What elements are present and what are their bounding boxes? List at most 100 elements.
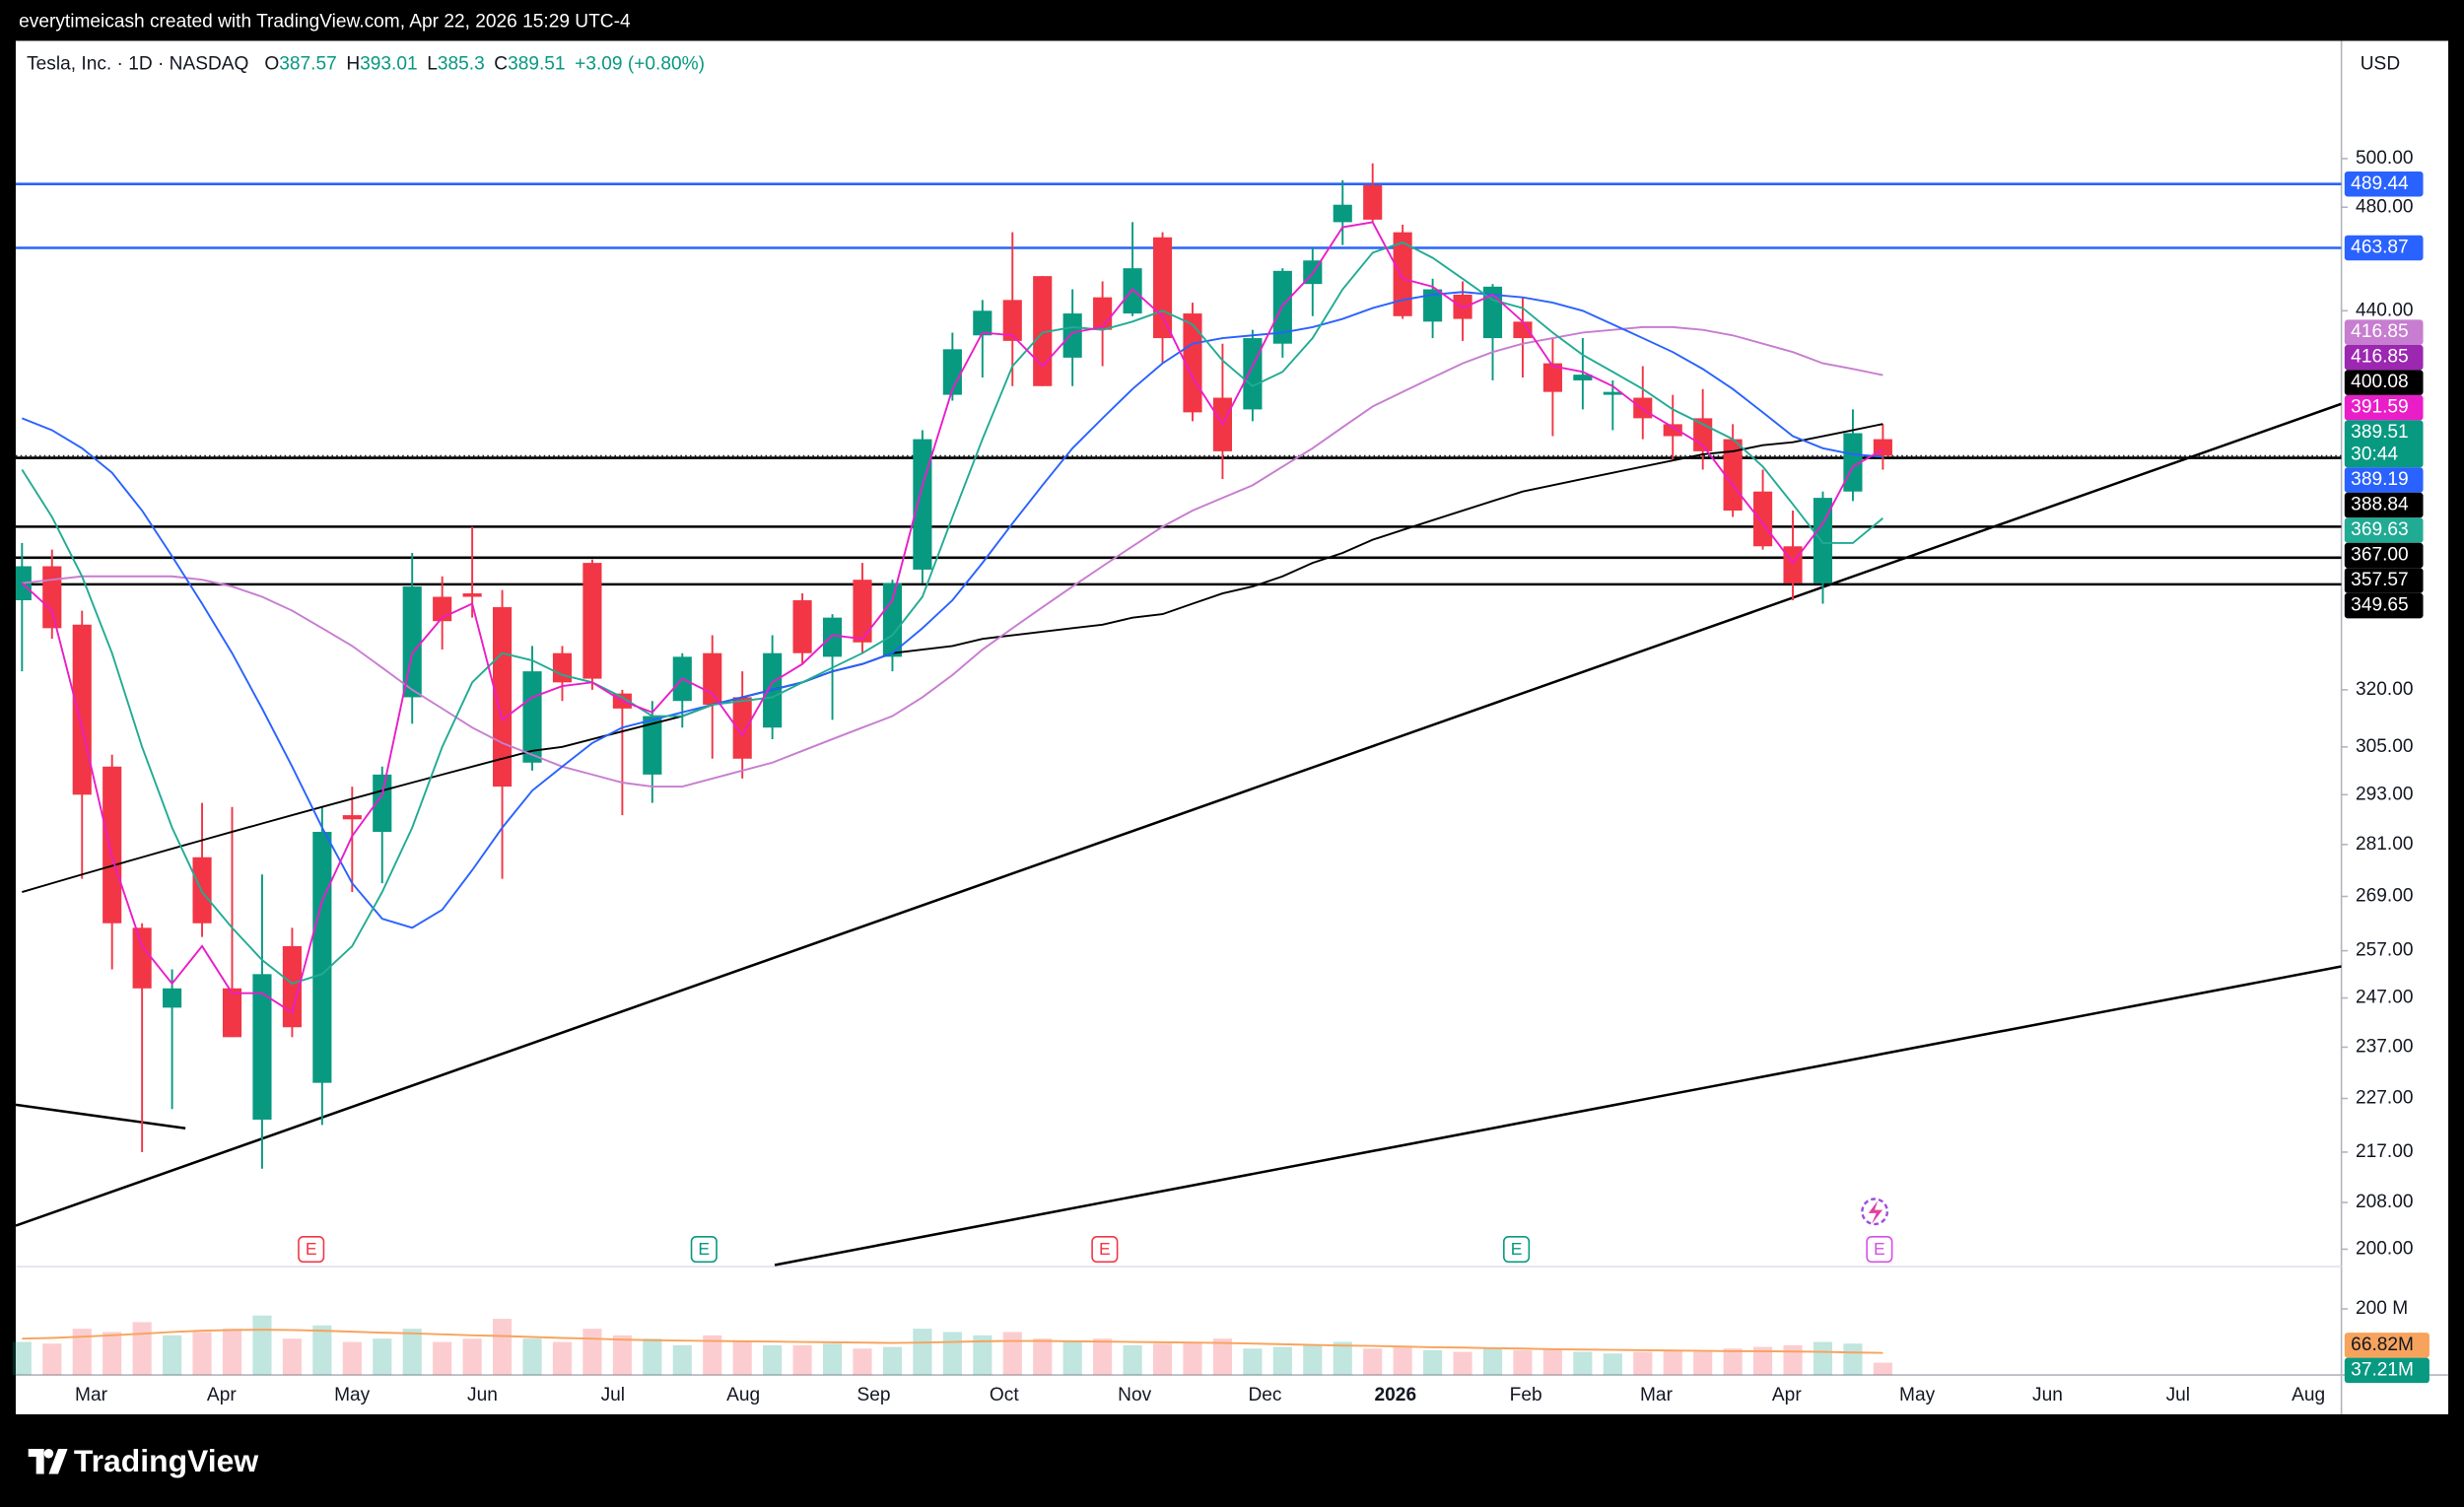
moving-average [21, 221, 1883, 1014]
moving-average [22, 423, 1883, 893]
earnings-marker[interactable] [298, 1235, 325, 1264]
volume-bar [103, 1332, 122, 1376]
y-tick-label: 293.00 [2356, 784, 2414, 804]
volume-bar [1033, 1338, 1053, 1376]
price-label: 416.85 [2351, 347, 2409, 368]
earnings-label: E [1099, 1239, 1111, 1259]
candle-body [913, 439, 932, 570]
price-label: 349.65 [2351, 595, 2409, 616]
volume-bar [1333, 1341, 1352, 1376]
event-bolt [1868, 1200, 1883, 1225]
volume-pane: 200 M 66.82M 37.21M [12, 1298, 2430, 1384]
moving-average [21, 240, 1883, 986]
earnings-marker[interactable] [1503, 1235, 1531, 1264]
candle-body [1423, 289, 1443, 322]
volume-bar [402, 1329, 422, 1376]
earnings-marker[interactable] [690, 1235, 718, 1264]
candle-body [1123, 268, 1142, 314]
x-tick-label: Jul [601, 1385, 625, 1405]
volume-bar [1152, 1343, 1173, 1376]
moving-average [21, 291, 1883, 929]
y-tick-label: 200.00 [2356, 1238, 2414, 1259]
candle-body [42, 566, 62, 629]
candle-body [853, 580, 872, 643]
y-tick-label: 480.00 [2356, 196, 2414, 217]
candle-body [132, 927, 152, 989]
candle-body [1002, 300, 1022, 341]
volume-bar [433, 1341, 452, 1376]
candle-body [222, 988, 242, 1038]
price-label: 416.85 [2351, 321, 2409, 342]
price-label-box [2344, 235, 2424, 261]
price-label: 389.19 [2351, 469, 2409, 490]
candle-body [1753, 491, 1773, 547]
candle-body [1093, 297, 1113, 330]
candle-body [1152, 237, 1173, 339]
price-label-box [2344, 592, 2424, 619]
volume-tick-label: 200 M [2356, 1298, 2408, 1319]
price-label: 388.84 [2351, 495, 2409, 515]
volume-bar [1423, 1349, 1443, 1376]
volume-label: 66.82M [2351, 1335, 2414, 1355]
candle-body [1393, 232, 1412, 316]
candle-body [163, 988, 182, 1008]
volume-bar [1212, 1338, 1232, 1376]
volume-bar [643, 1338, 662, 1376]
price-label: 463.87 [2351, 238, 2409, 258]
candle-body [462, 593, 482, 597]
x-tick-label: Sep [856, 1385, 890, 1405]
x-tick-label: 2026 [1375, 1385, 1417, 1405]
price-label-box [2344, 370, 2424, 395]
x-tick-label: Jul [2166, 1385, 2190, 1405]
volume-bar [1093, 1338, 1113, 1376]
volume-bar [1573, 1351, 1593, 1376]
earnings-label: E [1511, 1239, 1523, 1259]
volume-bar [132, 1322, 152, 1376]
volume-bar [732, 1341, 752, 1376]
y-tick-label: 208.00 [2356, 1192, 2414, 1212]
price-label-box [2344, 542, 2424, 569]
candle-body [252, 974, 272, 1120]
volume-bar [522, 1338, 542, 1376]
earnings-marker[interactable] [1866, 1235, 1893, 1264]
y-tick-label: 281.00 [2356, 834, 2414, 855]
volume-bar [763, 1344, 783, 1376]
candle-body [582, 563, 602, 679]
legend-text: Tesla, Inc. · 1D · NASDAQ O387.57 H393.01 L… [27, 53, 705, 74]
candle-body [72, 624, 92, 795]
currency: USD [2361, 53, 2400, 74]
candle-body [522, 671, 542, 763]
candle-body [1183, 313, 1202, 413]
volume-bar [1873, 1362, 1892, 1376]
candle-body [552, 652, 573, 683]
candle-body [1633, 397, 1653, 419]
y-tick-label: 257.00 [2356, 940, 2414, 961]
candle-body [402, 586, 422, 698]
y-tick-label: 269.00 [2356, 886, 2414, 907]
candle-body [1062, 313, 1082, 358]
price-labels: 489.44 463.87 416.85 416.85 400.08 391.59 389.… [2344, 171, 2424, 619]
price-label-box [2344, 394, 2424, 421]
volume-bar [1183, 1341, 1202, 1376]
earnings-label: E [1874, 1239, 1885, 1259]
volume-label-box [2344, 1357, 2430, 1384]
x-tick-label: Apr [207, 1385, 237, 1405]
volume-bar [1272, 1346, 1292, 1376]
volume-bar [1453, 1351, 1472, 1376]
logo-mark [28, 1449, 68, 1474]
volume-bar [1783, 1344, 1803, 1376]
earnings-marker[interactable] [1091, 1235, 1119, 1264]
y-tick-label: 247.00 [2356, 988, 2414, 1008]
candle-body [312, 831, 332, 1083]
price-label: 369.63 [2351, 519, 2409, 540]
price-label-box [2344, 568, 2424, 593]
volume-bar [42, 1343, 62, 1376]
x-tick-label: Aug [726, 1385, 760, 1405]
volume-label-box [2344, 1333, 2430, 1358]
symbol: Tesla, Inc. · 1D · NASDAQ [27, 53, 248, 74]
logo: TradingView [28, 1443, 258, 1478]
candle-body [493, 607, 513, 788]
volume-bar [163, 1335, 182, 1376]
candle-body [1542, 363, 1562, 392]
moving-averages [21, 221, 1883, 1014]
